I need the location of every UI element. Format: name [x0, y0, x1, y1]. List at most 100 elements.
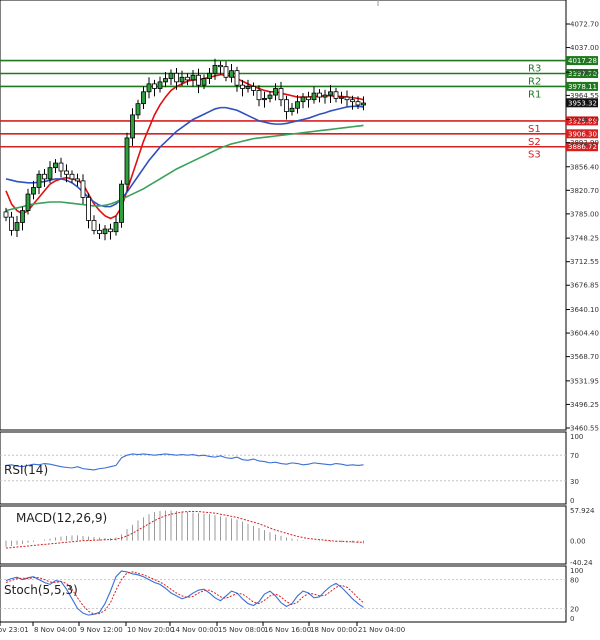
rsi-pane: [0, 431, 567, 505]
price-tick-label: 3531.95: [570, 377, 599, 385]
price-tick-label: 4037.00: [570, 44, 599, 52]
time-tick-label: 18 Nov 00:00: [310, 626, 357, 634]
stoch-k-line: [5, 570, 364, 616]
candle-bullish: [311, 92, 317, 101]
pivot-price-box: [566, 68, 598, 78]
candle-bearish: [240, 84, 245, 89]
price-tick-label: 3712.55: [570, 258, 599, 266]
rsi-scale-label: 100: [570, 433, 583, 441]
candle-bullish: [328, 91, 333, 96]
stoch-title: Stoch(5,5,3): [4, 583, 78, 597]
time-tick-label: 8 Nov 04:00: [34, 626, 77, 634]
candle-bullish: [141, 91, 146, 105]
price-tick-label: 3820.70: [570, 187, 599, 195]
candle-bullish: [267, 94, 273, 99]
rsi-indicator: RSI(14) 100 70 30 0: [0, 433, 583, 505]
candle-bearish: [108, 228, 113, 233]
price-tick-label: 4072.70: [570, 21, 599, 29]
candle-bullish: [53, 162, 58, 169]
price-tick-label: 3892.90: [570, 139, 599, 147]
macd-scale-label: -40.24: [570, 559, 593, 567]
candle-bullish: [322, 94, 328, 98]
price-tick-label: 3496.25: [570, 401, 599, 409]
pivot-label-r3: R3: [528, 64, 541, 75]
candle-bearish: [64, 170, 69, 175]
candle-bullish: [289, 107, 295, 112]
time-tick-label: 7 Nov 23:01: [0, 626, 29, 634]
candle-bullish: [245, 86, 251, 89]
candle-bearish: [91, 220, 97, 231]
ma-line: [5, 105, 364, 208]
candle-bearish: [75, 178, 80, 182]
rsi-scale-label: 30: [570, 478, 579, 486]
price-tick-label: 3999.85: [570, 69, 599, 77]
candle-bullish: [146, 83, 152, 93]
candlesticks: [3, 58, 366, 241]
candle-bullish: [273, 88, 278, 96]
price-tick-label: 3785.00: [570, 210, 599, 218]
time-tick-label: 21 Nov 04:00: [358, 626, 405, 634]
candle-bullish: [31, 187, 36, 195]
candle-bullish: [212, 64, 218, 74]
candle-bearish: [3, 211, 9, 218]
price-tick-label: 3748.25: [570, 235, 599, 243]
candle-bearish: [196, 74, 201, 86]
candle-bearish: [223, 66, 229, 78]
candle-bullish: [168, 72, 174, 79]
candle-bearish: [152, 83, 157, 89]
price-tick-label: 3856.40: [570, 163, 599, 171]
stoch-scale-label: 80: [570, 577, 579, 585]
candle-bullish: [300, 96, 306, 103]
candle-bearish: [86, 196, 91, 221]
price-tick-label: 3964.55: [570, 92, 599, 100]
price-tick-label: 3676.85: [570, 282, 599, 290]
price-tick-label: 3640.10: [570, 306, 599, 314]
pivot-label-s2: S2: [528, 137, 541, 148]
time-tick-label: 10 Nov 20:00: [127, 626, 174, 634]
price-tick-label: 3604.40: [570, 330, 599, 338]
time-tick-label: 16 Nov 16:00: [264, 626, 311, 634]
macd-scale-label: 57.924: [570, 507, 595, 515]
pivot-price-box: [566, 116, 598, 126]
candle-bearish: [58, 162, 64, 172]
candle-bullish: [102, 228, 108, 235]
candle-bullish: [25, 193, 31, 211]
time-tick-label: 9 Nov 12:00: [80, 626, 123, 634]
candle-bullish: [157, 81, 163, 89]
candle-bullish: [20, 210, 25, 223]
candle-bearish: [9, 216, 14, 231]
price-tick-label: 3460.55: [570, 425, 599, 433]
current-price-label: 3953.32: [568, 99, 597, 107]
candle-bearish: [333, 91, 339, 99]
candle-bullish: [262, 97, 267, 101]
pivot-label-s3: S3: [528, 150, 541, 161]
pivot-label-r2: R2: [528, 76, 541, 87]
main-pane: [0, 0, 567, 431]
candle-bullish: [130, 114, 135, 139]
candle-bearish: [251, 86, 256, 91]
pivot-price-label: 3978.11: [568, 83, 597, 91]
candle-bearish: [344, 96, 350, 101]
candle-bullish: [295, 101, 300, 109]
candle-bearish: [69, 173, 75, 180]
candle-bearish: [97, 229, 102, 235]
candle-bullish: [179, 76, 185, 83]
pivot-level-labels: R3 4017.28 R2 3997.70 R1 3978.11 S1 3925.89 S2 39…: [528, 56, 598, 161]
candle-bullish: [119, 183, 124, 223]
candle-bearish: [355, 101, 361, 106]
candle-bearish: [234, 70, 240, 86]
candle-bearish: [317, 92, 322, 98]
candle-bearish: [350, 99, 355, 103]
candle-bullish: [14, 222, 20, 231]
candle-bearish: [218, 64, 223, 68]
pivot-levels: [0, 59, 566, 148]
pivot-price-label: 3886.72: [568, 143, 597, 151]
rsi-line: [5, 453, 364, 471]
candle-bullish: [229, 70, 234, 78]
stoch-scale-label: 100: [570, 567, 583, 575]
candle-bullish: [339, 96, 344, 99]
macd-indicator: MACD(12,26,9) 57.924 0.00 -40.24: [5, 507, 595, 567]
candle-bullish: [36, 173, 42, 188]
pivot-price-box: [566, 142, 598, 152]
